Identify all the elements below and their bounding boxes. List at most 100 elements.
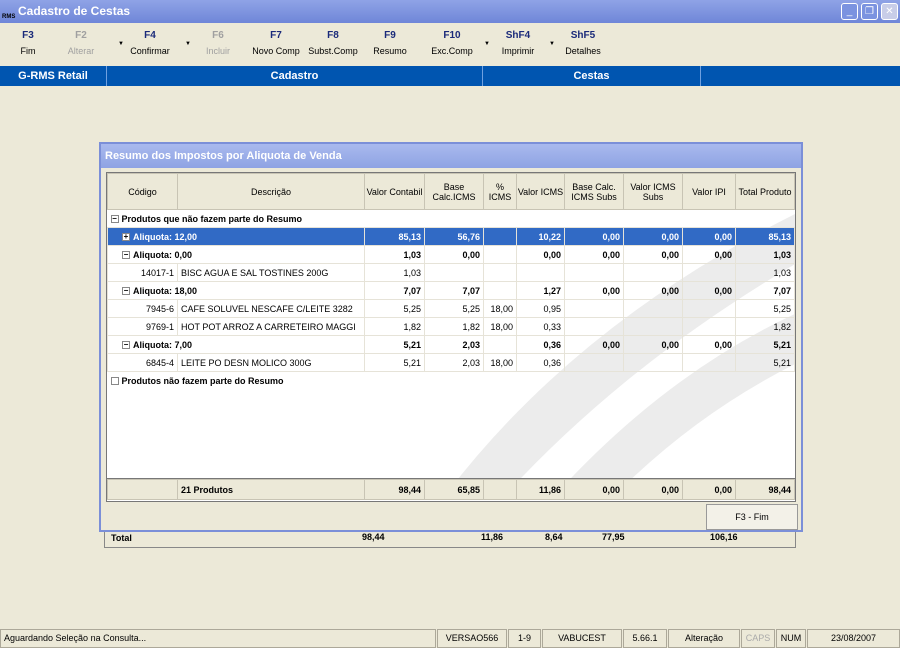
toolbar-button-novocomp[interactable]: F7 Novo Comp bbox=[244, 30, 308, 56]
cell-value bbox=[564, 353, 624, 372]
cell-value: 1,27 bbox=[516, 281, 565, 300]
button-label: Confirmar bbox=[130, 46, 170, 56]
product-row[interactable]: 14017-1 BISC AGUA E SAL TOSTINES 200G 1,03… bbox=[107, 263, 795, 282]
column-header[interactable]: Valor IPI bbox=[682, 173, 736, 210]
column-header[interactable]: Valor Contabil bbox=[364, 173, 425, 210]
dropdown-arrow-icon[interactable]: ▼ bbox=[118, 41, 124, 47]
column-header[interactable]: Total Produto bbox=[735, 173, 795, 210]
toolbar-button-imprimir[interactable]: ShF4 Imprimir bbox=[486, 30, 550, 56]
toolbar-button-confirmar[interactable]: F4 Confirmar bbox=[118, 30, 182, 56]
cell-value: 5,25 bbox=[735, 299, 795, 318]
dropdown-arrow-icon[interactable]: ▼ bbox=[549, 41, 555, 47]
status-panel: 23/08/2007 bbox=[807, 629, 900, 648]
column-header[interactable]: Valor ICMS bbox=[516, 173, 565, 210]
shortcut-key: F10 bbox=[443, 30, 461, 41]
minimize-button[interactable]: _ bbox=[841, 3, 858, 20]
cell-value: 7,07 bbox=[364, 281, 425, 300]
cell-value: 18,00 bbox=[483, 299, 517, 318]
expand-icon[interactable]: + bbox=[122, 232, 130, 242]
cell-value bbox=[623, 263, 683, 282]
aliquota-row[interactable]: + Aliquota: 12,00 85,13 56,76 10,22 0,00 0,00 0… bbox=[107, 227, 795, 246]
product-count: 21 Produtos bbox=[177, 479, 365, 500]
maximize-button[interactable]: ❐ bbox=[861, 3, 878, 20]
cell-value bbox=[682, 263, 736, 282]
header-row: Código Descrição Valor Contabil Base Calc.I… bbox=[107, 173, 795, 210]
aliquota-label: Aliquota: 0,00 bbox=[133, 249, 193, 260]
column-header[interactable]: Valor ICMS Subs bbox=[623, 173, 683, 210]
status-panel: VABUCEST bbox=[542, 629, 622, 648]
footer-value: 98,44 bbox=[364, 479, 425, 500]
tax-grid[interactable]: Código Descrição Valor Contabil Base Calc.I… bbox=[106, 172, 796, 502]
footer-value: 11,86 bbox=[516, 479, 565, 500]
aliquota-row[interactable]: − Aliquota: 0,00 1,03 0,00 0,00 0,00 0,00 0,00 1… bbox=[107, 245, 795, 264]
footer-value: 98,44 bbox=[735, 479, 795, 500]
footer-value: 0,00 bbox=[682, 479, 736, 500]
close-button[interactable]: ✕ bbox=[881, 3, 898, 20]
aliquota-label: Aliquota: 7,00 bbox=[133, 339, 193, 350]
column-header[interactable]: Descrição bbox=[177, 173, 365, 210]
collapse-icon[interactable]: − bbox=[110, 214, 119, 224]
breadcrumb: G-RMS Retail Cadastro Cestas bbox=[0, 66, 900, 86]
shortcut-key: F9 bbox=[384, 30, 396, 41]
dialog-title: Resumo dos Impostos por Aliquota de Vend… bbox=[101, 144, 801, 168]
cell-value: 10,22 bbox=[516, 227, 565, 246]
shortcut-key: ShF5 bbox=[570, 30, 596, 41]
collapse-icon[interactable]: − bbox=[122, 250, 130, 260]
toolbar-button-incluir[interactable]: F6 Incluir bbox=[186, 30, 250, 56]
cell-value: 5,21 bbox=[364, 335, 425, 354]
column-header[interactable]: Base Calc. ICMS Subs bbox=[564, 173, 624, 210]
collapse-icon[interactable]: − bbox=[122, 340, 130, 350]
aliquota-row[interactable]: − Aliquota: 7,00 5,21 2,03 0,36 0,00 0,00 0,00 5… bbox=[107, 335, 795, 354]
product-code: 7945-6 bbox=[107, 299, 178, 318]
toolbar-button-resumo[interactable]: F9 Resumo bbox=[358, 30, 422, 56]
shortcut-key: F8 bbox=[327, 30, 339, 41]
cell-value: 85,13 bbox=[735, 227, 795, 246]
title-bar: RMS Cadastro de Cestas bbox=[0, 0, 900, 23]
footer-value: 0,00 bbox=[564, 479, 624, 500]
button-label: Resumo bbox=[373, 46, 407, 56]
product-row[interactable]: 9769-1 HOT POT ARROZ A CARRETEIRO MAGGI 1,… bbox=[107, 317, 795, 336]
product-code: 14017-1 bbox=[107, 263, 178, 282]
toolbar-button-detalhes[interactable]: ShF5 Detalhes bbox=[551, 30, 615, 56]
aliquota-label: Aliquota: 12,00 bbox=[133, 231, 198, 242]
cell-value: 0,00 bbox=[564, 227, 624, 246]
cell-value: 0,00 bbox=[564, 335, 624, 354]
cell-value bbox=[483, 245, 517, 264]
total-label: Total bbox=[111, 533, 132, 543]
product-row[interactable]: 7945-6 CAFE SOLUVEL NESCAFE C/LEITE 3282 5… bbox=[107, 299, 795, 318]
cell-value bbox=[623, 353, 683, 372]
column-header[interactable]: Código bbox=[107, 173, 178, 210]
button-label: Fim bbox=[20, 46, 36, 56]
aliquota-row[interactable]: − Aliquota: 18,00 7,07 7,07 1,27 0,00 0,00 0,00… bbox=[107, 281, 795, 300]
aliquota-label: Aliquota: 18,00 bbox=[133, 285, 198, 296]
group-row[interactable]: − Produtos que não fazem parte do Resumo bbox=[108, 210, 795, 228]
app-icon: RMS bbox=[2, 14, 16, 20]
product-row[interactable]: 6845-4 LEITE PO DESN MOLICO 300G 5,21 2,03 1… bbox=[107, 353, 795, 372]
cell-value bbox=[682, 299, 736, 318]
cell-value: 0,00 bbox=[564, 281, 624, 300]
toolbar-button-exccomp[interactable]: F10 Exc.Comp bbox=[420, 30, 484, 56]
column-header[interactable]: Base Calc.ICMS bbox=[424, 173, 484, 210]
cell-value bbox=[483, 263, 517, 282]
group-row[interactable]: Produtos não fazem parte do Resumo bbox=[108, 372, 795, 390]
toolbar-button-alterar[interactable]: F2 Alterar bbox=[49, 30, 113, 56]
fim-button[interactable]: F3 - Fim bbox=[706, 504, 798, 530]
status-panel: NUM bbox=[776, 629, 806, 648]
dropdown-arrow-icon[interactable]: ▼ bbox=[484, 41, 490, 47]
status-panel: 5.66.1 bbox=[623, 629, 667, 648]
dropdown-arrow-icon[interactable]: ▼ bbox=[185, 41, 191, 47]
cell-value: 5,25 bbox=[424, 299, 484, 318]
footer-value bbox=[483, 479, 517, 500]
toolbar-button-substcomp[interactable]: F8 Subst.Comp bbox=[301, 30, 365, 56]
cell-value: 0,00 bbox=[564, 245, 624, 264]
breadcrumb-screen: Cestas bbox=[483, 66, 701, 86]
button-label: Exc.Comp bbox=[431, 46, 473, 56]
collapse-icon[interactable] bbox=[110, 377, 119, 386]
toolbar-button-fim[interactable]: F3 Fim bbox=[0, 30, 60, 56]
column-header[interactable]: % ICMS bbox=[483, 173, 517, 210]
cell-value bbox=[483, 281, 517, 300]
cell-value bbox=[623, 299, 683, 318]
cell-value bbox=[564, 263, 624, 282]
tax-summary-dialog: Resumo dos Impostos por Aliquota de Vend… bbox=[99, 142, 803, 532]
collapse-icon[interactable]: − bbox=[122, 286, 130, 296]
